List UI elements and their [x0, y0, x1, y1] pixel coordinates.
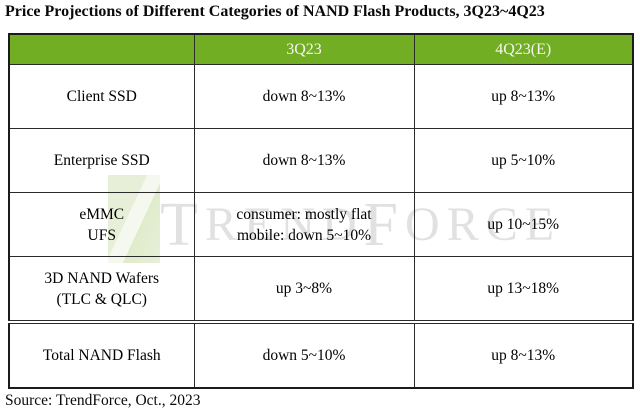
q4-value-cell: up 8~13%: [413, 320, 634, 389]
category-label: Client SSD: [66, 88, 137, 105]
q3-value-cell: down 5~10%: [193, 320, 415, 389]
source-note: Source: TrendForce, Oct., 2023: [5, 392, 201, 409]
category-cell: Enterprise SSD: [8, 128, 195, 193]
category-cell: Total NAND Flash: [8, 320, 195, 389]
category-label: Enterprise SSD: [53, 152, 150, 169]
table-row-3d-nand-wafers: 3D NAND Wafers (TLC & QLC) up 3~8% up 13…: [8, 256, 634, 323]
price-projection-table: 3Q23 4Q23(E) Client SSD down 8~13% up 8~…: [8, 33, 634, 389]
q4-value-cell: up 13~18%: [413, 256, 634, 323]
q3-value: down 8~13%: [262, 88, 346, 105]
header-4q23e: 4Q23(E): [413, 33, 634, 65]
header-3q23: 3Q23: [193, 33, 415, 65]
q3-value-cell: down 8~13%: [193, 64, 415, 129]
q3-value: down 5~10%: [262, 347, 346, 364]
q3-value-cell: up 3~8%: [193, 256, 415, 323]
q4-value: up 5~10%: [491, 152, 556, 169]
q3-value: mobile: down 5~10%: [236, 226, 372, 244]
table-row-client-ssd: Client SSD down 8~13% up 8~13%: [8, 64, 634, 129]
q4-value: up 10~15%: [487, 216, 560, 233]
category-label: UFS: [87, 226, 116, 244]
category-label: eMMC: [79, 205, 125, 223]
header-row: 3Q23 4Q23(E): [8, 33, 634, 65]
category-cell: 3D NAND Wafers (TLC & QLC): [8, 256, 195, 323]
table-row-emmc-ufs: eMMC UFS consumer: mostly flat mobile: d…: [8, 192, 634, 257]
table-row-total-nand-flash: Total NAND Flash down 5~10% up 8~13%: [8, 320, 634, 389]
q3-value-cell: down 8~13%: [193, 128, 415, 193]
q4-value-cell: up 10~15%: [413, 192, 634, 257]
q4-value-cell: up 5~10%: [413, 128, 634, 193]
q3-value: consumer: mostly flat: [236, 205, 372, 223]
page-title: Price Projections of Different Categorie…: [5, 3, 545, 20]
q4-value: up 8~13%: [491, 88, 556, 105]
header-blank-cell: [8, 33, 195, 65]
category-label: Total NAND Flash: [42, 347, 161, 364]
q4-value: up 8~13%: [491, 347, 556, 364]
category-cell: Client SSD: [8, 64, 195, 129]
table-row-enterprise-ssd: Enterprise SSD down 8~13% up 5~10%: [8, 128, 634, 193]
q4-value: up 13~18%: [487, 280, 560, 297]
q3-value-cell: consumer: mostly flat mobile: down 5~10%: [193, 192, 415, 257]
category-cell: eMMC UFS: [8, 192, 195, 257]
q3-value: up 3~8%: [275, 280, 333, 297]
price-table-area: T REND F ORCE 3Q23 4Q23(E) Client SSD down …: [8, 33, 634, 389]
q4-value-cell: up 8~13%: [413, 64, 634, 129]
category-label: 3D NAND Wafers: [44, 269, 160, 287]
q3-value: down 8~13%: [262, 152, 346, 169]
category-label: (TLC & QLC): [56, 290, 147, 308]
